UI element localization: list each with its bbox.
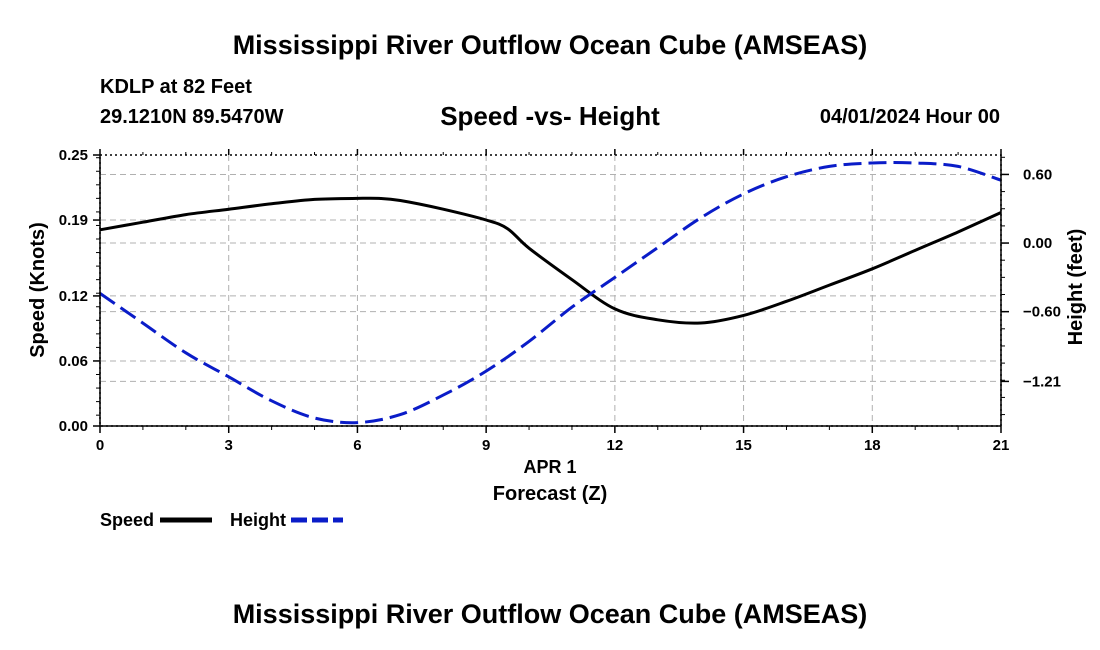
x-tick-label: 6 — [353, 437, 361, 454]
y-left-tick-label: 0.25 — [59, 147, 88, 164]
x-date-label: APR 1 — [523, 457, 576, 477]
station-label: KDLP at 82 Feet — [100, 76, 252, 98]
y-left-axis-label: Speed (Knots) — [27, 222, 49, 358]
footer-title: Mississippi River Outflow Ocean Cube (AM… — [232, 599, 868, 629]
axis-ticks: 0 3 6 9 12 15 18 21 0.00 0.06 0.12 0.19 0.25 0.60 0.00… — [59, 147, 1061, 454]
x-axis-label: Forecast (Z) — [493, 483, 607, 505]
series-line-speed — [99, 196, 1002, 325]
y-right-axis-label: Height (feet) — [1065, 229, 1087, 346]
coordinates-label: 29.1210N 89.5470W — [100, 106, 284, 128]
y-right-tick-label: 0.60 — [1023, 166, 1052, 183]
x-tick-label: 3 — [225, 437, 233, 454]
y-right-tick-label: 0.00 — [1023, 235, 1052, 252]
y-right-tick-label: −1.21 — [1023, 373, 1061, 390]
y-left-tick-label: 0.06 — [59, 353, 88, 370]
series-line-height — [99, 161, 1002, 425]
x-tick-label: 18 — [864, 437, 881, 454]
plot-frame — [99, 154, 1002, 427]
x-tick-label: 15 — [735, 437, 752, 454]
x-tick-label: 0 — [96, 437, 104, 454]
chart-subtitle: Speed -vs- Height — [440, 101, 660, 131]
legend-speed-label: Speed — [100, 510, 154, 530]
y-left-tick-label: 0.12 — [59, 288, 88, 305]
x-tick-label: 12 — [607, 437, 624, 454]
x-tick-label: 9 — [482, 437, 490, 454]
y-left-tick-label: 0.19 — [59, 212, 88, 229]
y-left-tick-label: 0.00 — [59, 418, 88, 435]
y-right-tick-label: −0.60 — [1023, 304, 1061, 321]
forecast-datetime: 04/01/2024 Hour 00 — [819, 106, 1000, 128]
main-title: Mississippi River Outflow Ocean Cube (AM… — [232, 30, 868, 60]
legend: Speed Height — [100, 510, 343, 530]
legend-height-label: Height — [230, 510, 286, 530]
x-tick-label: 21 — [993, 437, 1010, 454]
series-lines — [99, 161, 1002, 425]
grid-lines — [100, 155, 1001, 426]
